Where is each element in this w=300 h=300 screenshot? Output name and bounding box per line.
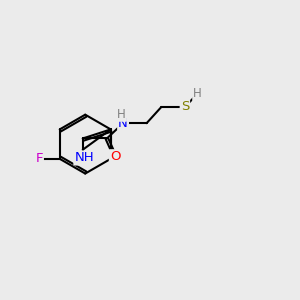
Text: F: F — [35, 152, 43, 165]
Text: H: H — [117, 108, 126, 121]
Text: S: S — [181, 100, 189, 113]
Text: N: N — [118, 117, 128, 130]
Text: NH: NH — [74, 152, 94, 164]
Text: O: O — [110, 150, 120, 163]
Text: H: H — [193, 87, 202, 100]
